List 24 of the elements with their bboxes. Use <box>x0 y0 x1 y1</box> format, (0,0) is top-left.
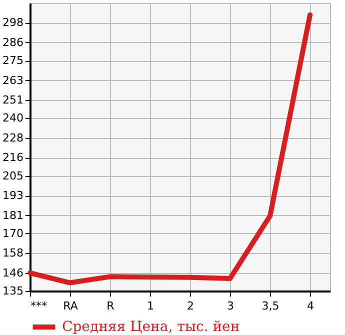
y-tick-label: 263 <box>2 74 24 87</box>
y-tick-label: 193 <box>2 189 24 202</box>
x-tick-label: 3 <box>227 300 234 312</box>
y-tick-label: 240 <box>2 112 24 125</box>
x-tick-label: 1 <box>147 300 154 312</box>
y-tick-label: 181 <box>2 208 24 222</box>
legend-label: Средняя Цена, тыс. йен <box>62 319 240 335</box>
x-tick-label: 2 <box>187 300 194 312</box>
y-tick-label: 158 <box>2 246 24 260</box>
y-tick-label: 286 <box>2 36 24 49</box>
x-tick-label: RA <box>63 300 78 312</box>
y-tick-label: 146 <box>2 266 24 280</box>
y-tick-label: 170 <box>2 226 24 240</box>
y-tick-label: 228 <box>2 131 24 144</box>
y-tick-label: 135 <box>2 284 24 298</box>
y-tick-label: 251 <box>2 94 24 107</box>
y-tick-label: 216 <box>2 151 24 164</box>
x-tick-label: R <box>106 300 115 312</box>
y-tick-label: 205 <box>2 169 24 182</box>
x-tick-label: 4 <box>307 300 314 312</box>
y-tick-label: 275 <box>2 54 24 68</box>
y-tick-label: 298 <box>2 16 24 30</box>
x-tick-label: *** <box>30 300 48 312</box>
x-tick-label: 3,5 <box>262 300 280 312</box>
